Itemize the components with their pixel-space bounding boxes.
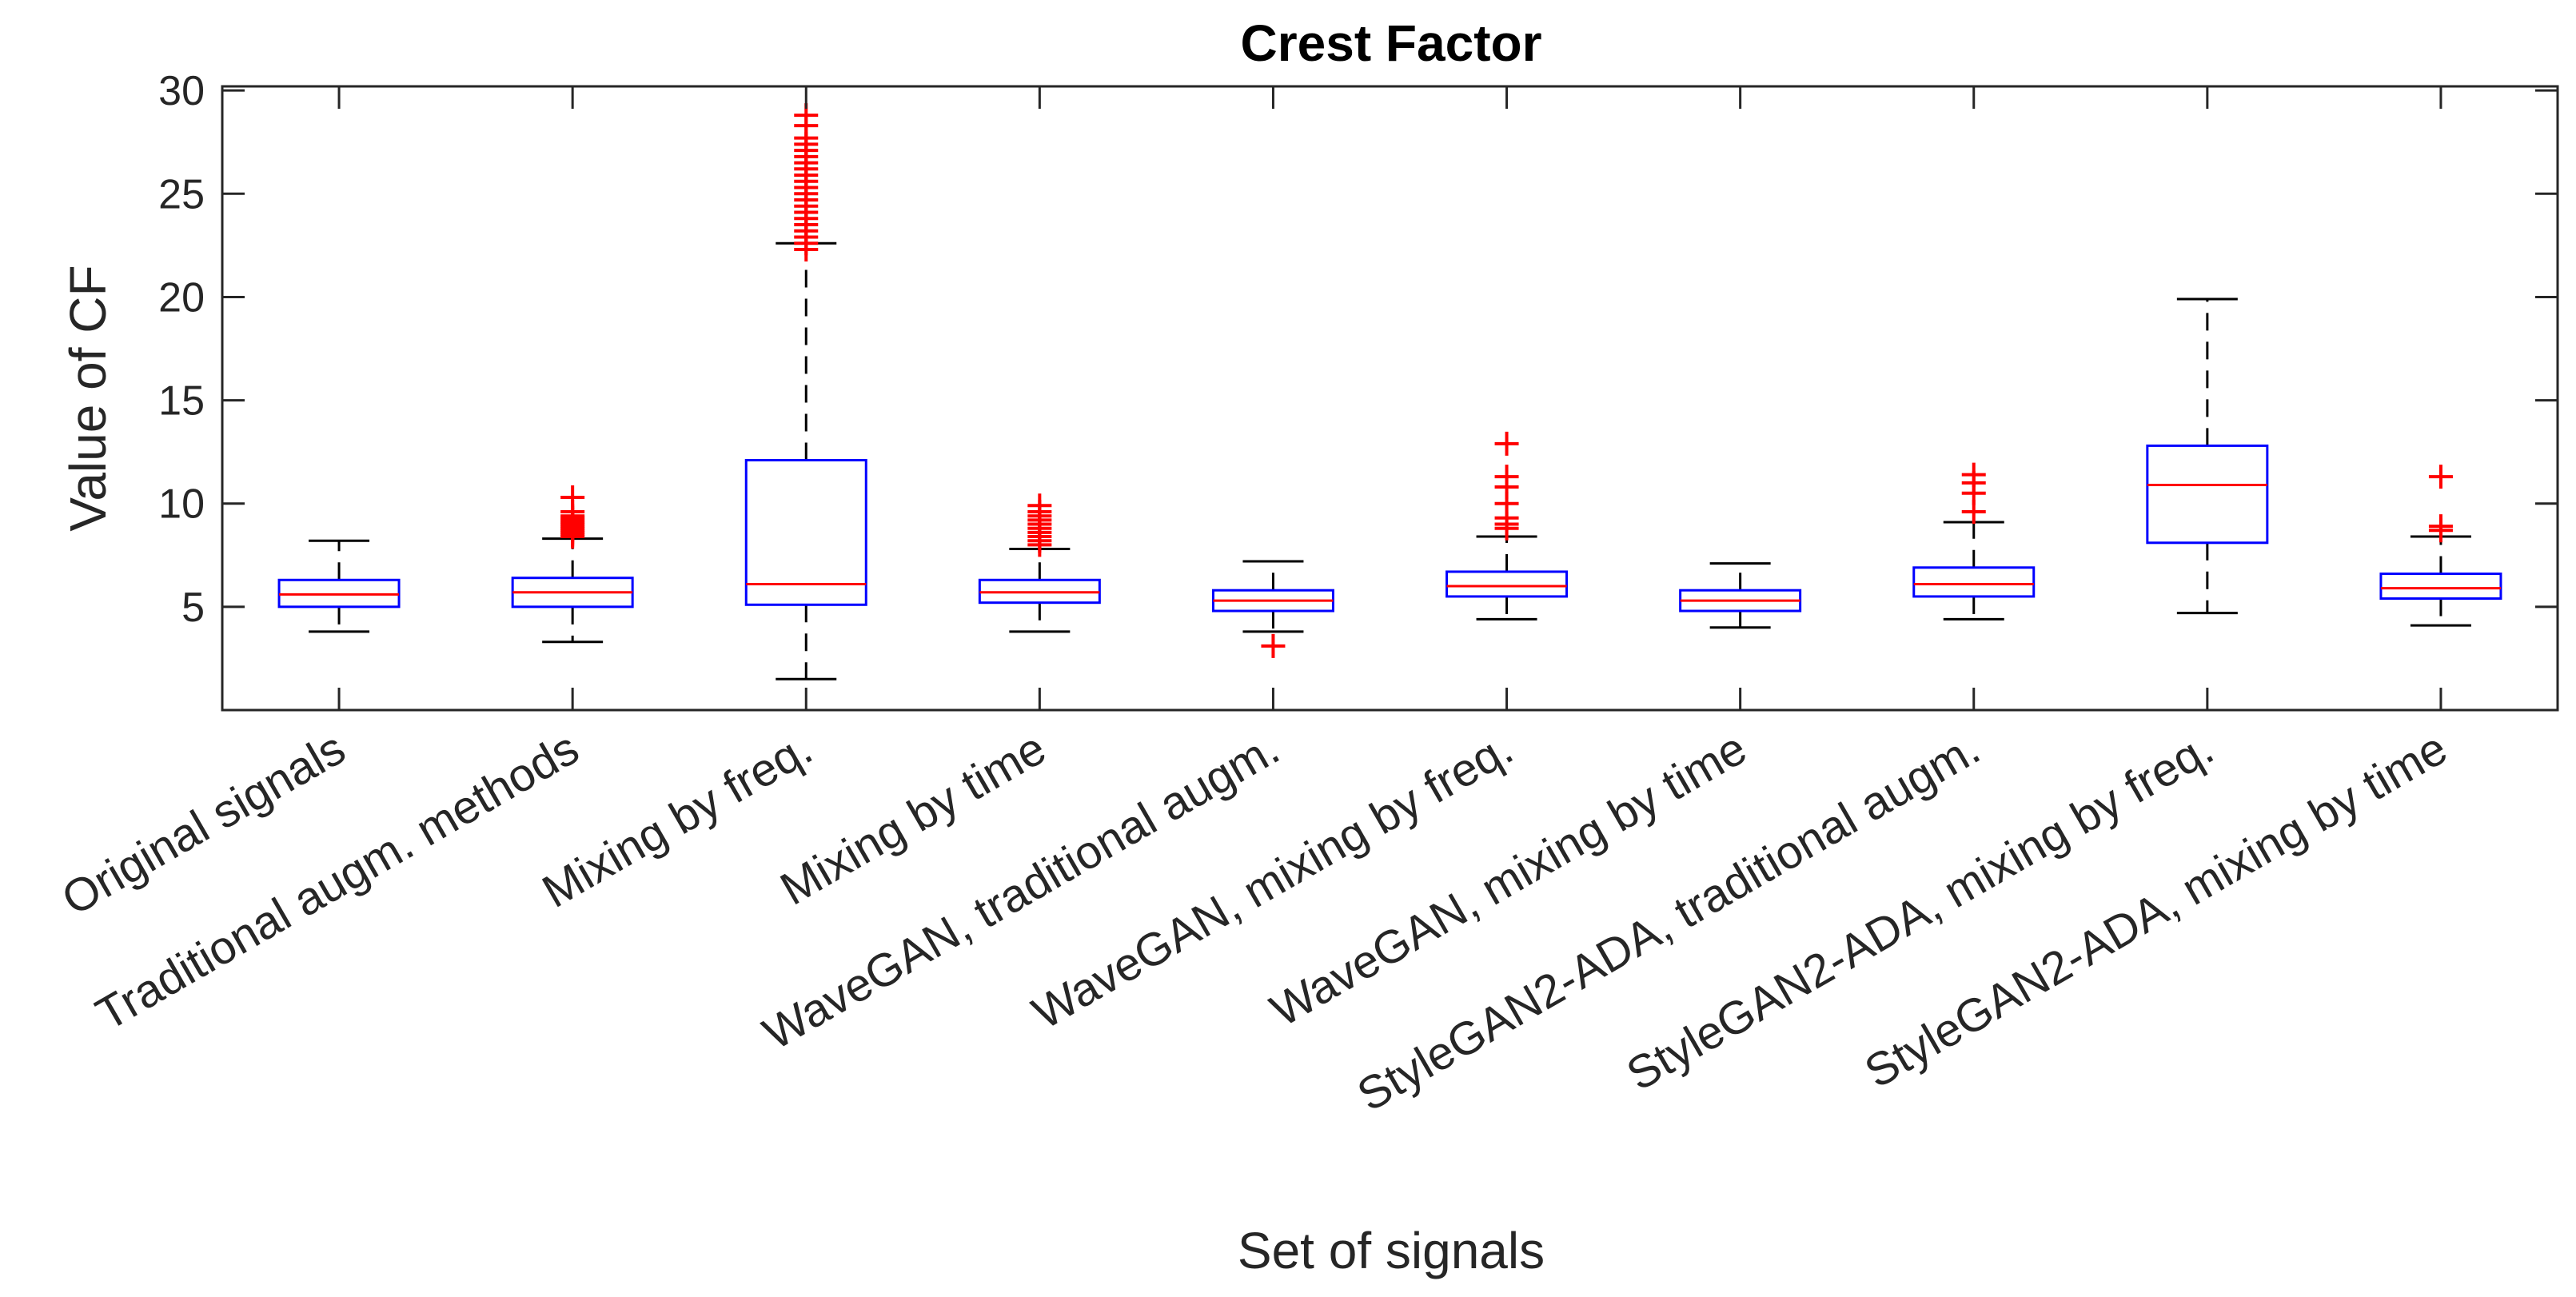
outlier-marker bbox=[1494, 431, 1519, 456]
y-tick-label: 25 bbox=[158, 171, 205, 217]
y-tick-label: 20 bbox=[158, 274, 205, 321]
outlier-marker bbox=[1961, 462, 1986, 487]
box-group bbox=[511, 485, 634, 644]
box-group bbox=[1211, 560, 1334, 658]
box-group bbox=[978, 493, 1101, 633]
box-iqr bbox=[2146, 444, 2269, 545]
box-group bbox=[2146, 297, 2269, 615]
plot-area bbox=[277, 103, 2502, 680]
y-tick-label: 10 bbox=[158, 481, 205, 528]
box-group bbox=[1446, 431, 1569, 621]
box-iqr bbox=[744, 458, 867, 606]
outlier-marker bbox=[560, 485, 585, 509]
outlier-marker bbox=[2428, 514, 2453, 539]
outlier-marker bbox=[1494, 465, 1519, 489]
chart-title: Crest Factor bbox=[1241, 14, 1542, 72]
box-group bbox=[1679, 562, 1802, 629]
outlier-marker bbox=[1027, 493, 1052, 518]
axes-frame bbox=[221, 85, 2559, 712]
outlier-marker bbox=[2428, 465, 2453, 489]
y-axis-ticks: 5 10 15 20 25 30 bbox=[158, 68, 2558, 710]
box-iqr bbox=[1446, 570, 1569, 598]
y-tick-label: 30 bbox=[158, 68, 205, 114]
y-tick-label: 5 bbox=[181, 585, 205, 631]
y-axis-label: Value of CF bbox=[59, 265, 117, 531]
box-group bbox=[2379, 465, 2502, 627]
outlier-marker bbox=[1261, 633, 1286, 658]
box-iqr bbox=[1912, 566, 2036, 598]
box-group bbox=[277, 539, 401, 633]
x-axis-label: Set of signals bbox=[1238, 1222, 1545, 1279]
box-group bbox=[1912, 462, 2036, 621]
box-group bbox=[744, 103, 867, 680]
y-tick-label: 15 bbox=[158, 378, 205, 425]
box-iqr bbox=[2379, 573, 2502, 601]
